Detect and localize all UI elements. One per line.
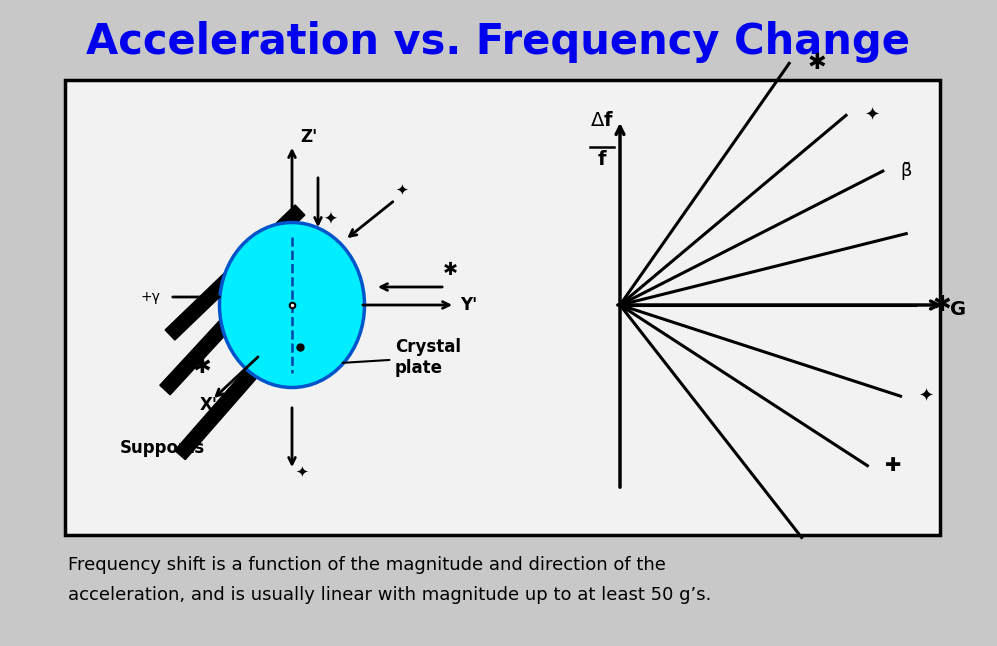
Bar — [65, 80, 940, 535]
Text: +γ: +γ — [141, 290, 160, 304]
Ellipse shape — [244, 233, 272, 377]
Text: ✦: ✦ — [864, 107, 879, 125]
Text: Frequency shift is a function of the magnitude and direction of the: Frequency shift is a function of the mag… — [68, 556, 666, 574]
Text: f: f — [598, 150, 606, 169]
Text: ✚: ✚ — [885, 456, 901, 475]
Text: ✱: ✱ — [192, 357, 211, 377]
Polygon shape — [174, 330, 290, 459]
Text: ✱: ✱ — [933, 295, 951, 315]
Polygon shape — [160, 255, 290, 395]
Text: Z': Z' — [300, 128, 317, 146]
Polygon shape — [166, 205, 305, 340]
Text: ✦: ✦ — [296, 465, 308, 480]
Text: ✱: ✱ — [443, 261, 458, 279]
Text: $\Delta$f: $\Delta$f — [590, 111, 614, 130]
Text: β̆: β̆ — [901, 162, 912, 180]
Text: acceleration, and is usually linear with magnitude up to at least 50 g’s.: acceleration, and is usually linear with… — [68, 586, 712, 604]
Text: Acceleration vs. Frequency Change: Acceleration vs. Frequency Change — [86, 21, 910, 63]
Text: Crystal
plate: Crystal plate — [343, 339, 461, 377]
Text: Y': Y' — [460, 296, 478, 314]
Text: G: G — [950, 300, 966, 319]
Text: Supports: Supports — [120, 435, 205, 457]
Text: ✦: ✦ — [396, 183, 409, 198]
Text: ✦: ✦ — [323, 211, 337, 229]
Text: X': X' — [200, 396, 218, 414]
Text: ✱: ✱ — [808, 54, 826, 74]
Text: ✦: ✦ — [918, 387, 933, 405]
Ellipse shape — [219, 222, 365, 388]
